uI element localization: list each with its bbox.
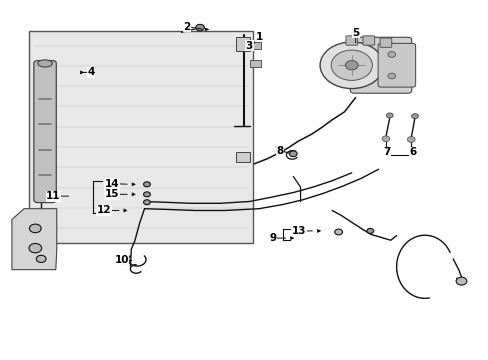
- Bar: [249, 60, 260, 67]
- Circle shape: [143, 192, 150, 197]
- Circle shape: [334, 229, 342, 235]
- Bar: [235, 152, 250, 162]
- Circle shape: [320, 42, 383, 89]
- Circle shape: [29, 243, 41, 253]
- Bar: [29, 31, 253, 243]
- Circle shape: [195, 24, 204, 31]
- Polygon shape: [12, 209, 57, 270]
- Circle shape: [387, 73, 395, 79]
- Circle shape: [29, 224, 41, 233]
- Circle shape: [143, 182, 150, 187]
- Text: 15: 15: [104, 189, 119, 199]
- Text: 5: 5: [351, 28, 359, 38]
- Text: 2: 2: [183, 22, 190, 32]
- Circle shape: [411, 114, 418, 119]
- FancyBboxPatch shape: [34, 60, 56, 203]
- Circle shape: [381, 136, 389, 141]
- Circle shape: [330, 50, 372, 80]
- Bar: [249, 42, 260, 49]
- Circle shape: [387, 51, 395, 57]
- FancyBboxPatch shape: [377, 43, 415, 87]
- Circle shape: [345, 60, 357, 70]
- Bar: [235, 37, 250, 51]
- FancyBboxPatch shape: [362, 36, 374, 45]
- Text: 14: 14: [104, 179, 119, 189]
- Ellipse shape: [38, 60, 52, 67]
- Text: 8: 8: [276, 145, 283, 156]
- Text: 7: 7: [383, 147, 390, 157]
- Circle shape: [407, 136, 414, 142]
- Text: 11: 11: [46, 191, 61, 201]
- Circle shape: [366, 228, 373, 233]
- Text: 6: 6: [408, 147, 415, 157]
- FancyBboxPatch shape: [345, 36, 357, 45]
- Text: 9: 9: [269, 233, 276, 243]
- Text: 12: 12: [97, 206, 111, 216]
- FancyBboxPatch shape: [379, 38, 391, 47]
- Text: 3: 3: [245, 41, 252, 50]
- Circle shape: [289, 151, 297, 157]
- Text: 10: 10: [114, 255, 129, 265]
- FancyBboxPatch shape: [349, 37, 411, 93]
- Text: 1: 1: [255, 32, 262, 41]
- Text: 4: 4: [87, 67, 94, 77]
- Circle shape: [455, 277, 466, 285]
- Circle shape: [143, 200, 150, 205]
- Circle shape: [386, 113, 392, 118]
- Circle shape: [36, 255, 46, 262]
- Text: 13: 13: [291, 226, 306, 236]
